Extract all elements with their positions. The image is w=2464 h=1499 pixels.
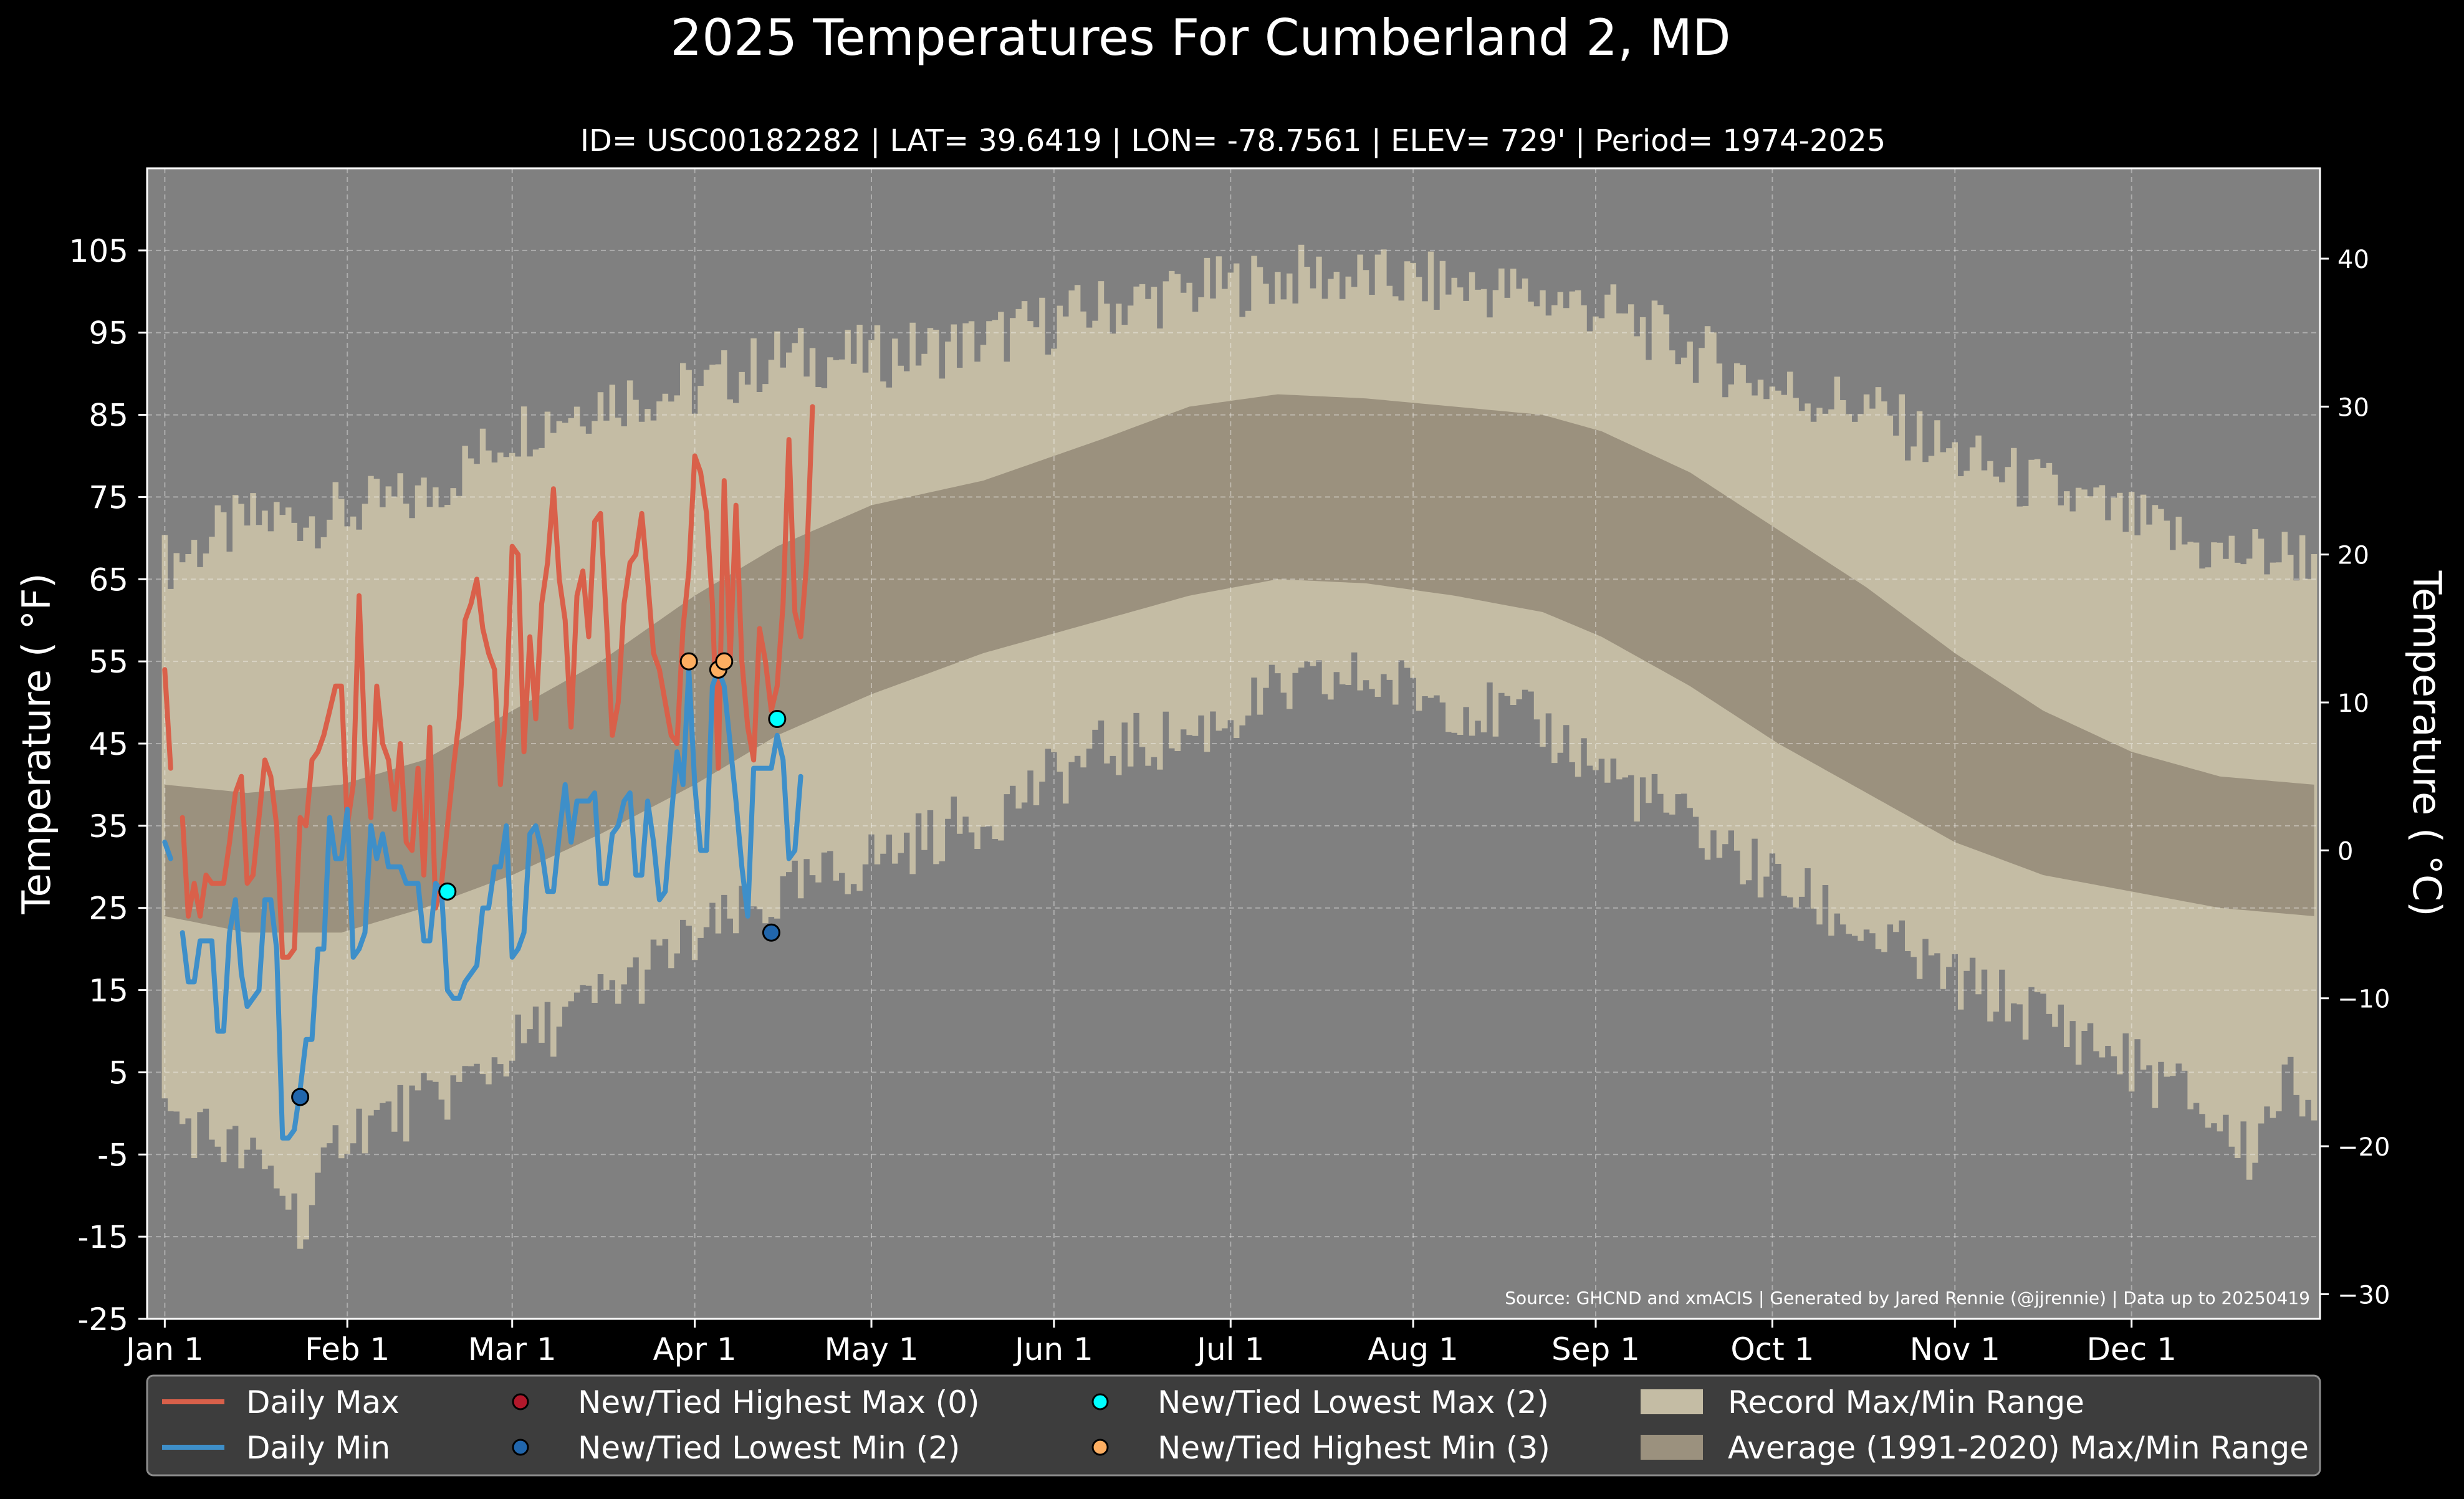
legend-normal-range-swatch xyxy=(1641,1435,1703,1460)
legend-lowest-max-label: New/Tied Lowest Max (2) xyxy=(1158,1384,1549,1420)
marker-lowest-max xyxy=(438,882,457,901)
y-tick-label-left: 45 xyxy=(89,726,128,762)
marker-lowest-max xyxy=(768,709,787,728)
y-tick-label-right: 40 xyxy=(2337,246,2369,274)
x-tick-label: Sep 1 xyxy=(1551,1331,1640,1367)
chart-subtitle: ID= USC00182282 | LAT= 39.6419 | LON= -7… xyxy=(580,123,1886,158)
record-range-band xyxy=(161,244,2318,1249)
y-tick-label-right: 20 xyxy=(2337,542,2369,570)
y-tick-label-left: 5 xyxy=(108,1055,128,1091)
daily-series-lines xyxy=(162,404,815,1141)
y-tick-label-left: 35 xyxy=(89,808,128,845)
y-tick-label-left: 105 xyxy=(69,233,128,269)
y-tick-label-left: -25 xyxy=(77,1301,128,1338)
grid-lines xyxy=(147,168,2320,1319)
marker-highest-min xyxy=(715,652,734,671)
x-tick-label: Oct 1 xyxy=(1730,1331,1814,1367)
y-tick-label-left: 15 xyxy=(89,973,128,1009)
y-tick-label-right: 0 xyxy=(2337,837,2353,866)
bottom-axis: Jan 1 Feb 1 Mar 1 Apr 1 May 1 Jun 1 Jul 1 Aug 1… xyxy=(124,1319,2177,1367)
y-tick-label-left: 55 xyxy=(89,644,128,680)
y-tick-label-left: 25 xyxy=(89,891,128,927)
y-tick-label-right: −10 xyxy=(2337,985,2390,1014)
daily-max-line xyxy=(162,404,815,960)
legend-lowest-min-label: New/Tied Lowest Min (2) xyxy=(578,1430,960,1466)
x-tick-label: Jan 1 xyxy=(124,1331,204,1367)
y-tick-label-left: 95 xyxy=(89,315,128,352)
y-tick-label-right: −30 xyxy=(2337,1281,2390,1310)
y-tick-label-right: 30 xyxy=(2337,393,2369,422)
daily-min-line xyxy=(162,667,803,1141)
x-tick-label: Jun 1 xyxy=(1013,1331,1093,1367)
y-axis-label-right: Temperature ( °C) xyxy=(2404,570,2450,917)
y-tick-label-left: 65 xyxy=(89,562,128,598)
legend-lowest-min-swatch xyxy=(512,1439,529,1456)
y-tick-label-left: 85 xyxy=(89,398,128,434)
legend: Daily Max Daily Min New/Tied Highest Max (… xyxy=(146,1374,2321,1477)
x-tick-label: Aug 1 xyxy=(1368,1331,1458,1367)
legend-record-range-label: Record Max/Min Range xyxy=(1728,1384,2084,1420)
legend-highest-max-swatch xyxy=(512,1393,529,1410)
normal-range-band xyxy=(165,394,2314,933)
x-tick-label: Apr 1 xyxy=(653,1331,736,1367)
record-markers xyxy=(291,652,787,1106)
legend-highest-min-swatch xyxy=(1091,1439,1109,1456)
right-axis: −30 −20 −10 0 10 20 30 40 xyxy=(2320,246,2390,1310)
left-axis: -25 -15 -5 5 15 25 35 45 55 65 75 85 95 105 xyxy=(69,233,147,1338)
legend-normal-range-label: Average (1991-2020) Max/Min Range xyxy=(1728,1430,2309,1466)
legend-daily-max-label: Daily Max xyxy=(246,1384,400,1420)
marker-lowest-min xyxy=(291,1088,310,1106)
x-tick-label: Jul 1 xyxy=(1195,1331,1264,1367)
x-tick-label: Mar 1 xyxy=(468,1331,557,1367)
climatology-bands xyxy=(161,244,2318,1249)
x-tick-label: May 1 xyxy=(824,1331,918,1367)
legend-daily-min-label: Daily Min xyxy=(246,1430,390,1466)
x-tick-label: Feb 1 xyxy=(305,1331,390,1367)
x-tick-label: Dec 1 xyxy=(2086,1331,2176,1367)
y-tick-label-left: 75 xyxy=(89,479,128,515)
legend-highest-max-label: New/Tied Highest Max (0) xyxy=(578,1384,980,1420)
legend-record-range-swatch xyxy=(1641,1389,1703,1414)
y-tick-label-left: -5 xyxy=(97,1137,128,1173)
y-axis-label-left: Temperature ( °F) xyxy=(14,573,59,914)
y-tick-label-right: −20 xyxy=(2337,1133,2390,1162)
chart-title: 2025 Temperatures For Cumberland 2, MD xyxy=(670,9,1730,67)
marker-lowest-min xyxy=(762,923,780,942)
legend-highest-min-label: New/Tied Highest Min (3) xyxy=(1158,1430,1550,1466)
marker-highest-min xyxy=(679,652,698,671)
legend-lowest-max-swatch xyxy=(1091,1393,1109,1410)
x-tick-label: Nov 1 xyxy=(1910,1331,2000,1367)
legend-box xyxy=(146,1374,2321,1477)
y-tick-label-left: -15 xyxy=(77,1219,128,1255)
y-tick-label-right: 10 xyxy=(2337,689,2369,718)
source-note: Source: GHCND and xmACIS | Generated by … xyxy=(1505,1288,2310,1308)
